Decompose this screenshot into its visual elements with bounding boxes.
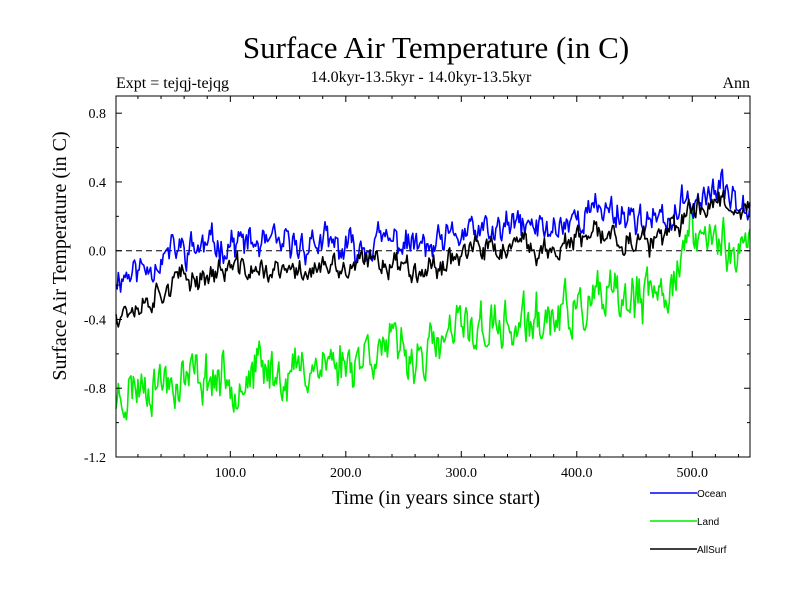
- y-tick-label: 0.0: [89, 245, 107, 260]
- y-tick-label: 0.4: [89, 176, 107, 191]
- y-tick-label: 0.8: [89, 107, 107, 122]
- x-tick-label: 500.0: [677, 466, 709, 481]
- legend-label-land: Land: [697, 517, 719, 528]
- x-tick-label: 300.0: [446, 466, 478, 481]
- y-tick-label: -1.2: [84, 451, 106, 466]
- series-line-allsurf: [115, 189, 751, 328]
- legend-label-ocean: Ocean: [697, 489, 726, 500]
- chart-subtitle-left: Expt = tejqj-tejqg: [116, 75, 229, 92]
- x-tick-label: 400.0: [561, 466, 593, 481]
- y-tick-label: -0.8: [84, 382, 106, 397]
- x-tick-label: 200.0: [330, 466, 362, 481]
- series-line-land: [115, 207, 751, 421]
- plot-frame: [115, 95, 751, 458]
- x-axis-label: Time (in years since start): [332, 487, 540, 509]
- chart-subtitle-right: Ann: [722, 75, 750, 92]
- chart-title: Surface Air Temperature (in C): [243, 30, 629, 65]
- y-axis-label: Surface Air Temperature (in C): [49, 131, 71, 380]
- legend-label-allsurf: AllSurf: [697, 545, 727, 556]
- chart-subtitle-center: 14.0kyr-13.5kyr - 14.0kyr-13.5kyr: [311, 69, 532, 86]
- y-tick-label: -0.4: [84, 313, 106, 328]
- x-tick-label: 100.0: [215, 466, 247, 481]
